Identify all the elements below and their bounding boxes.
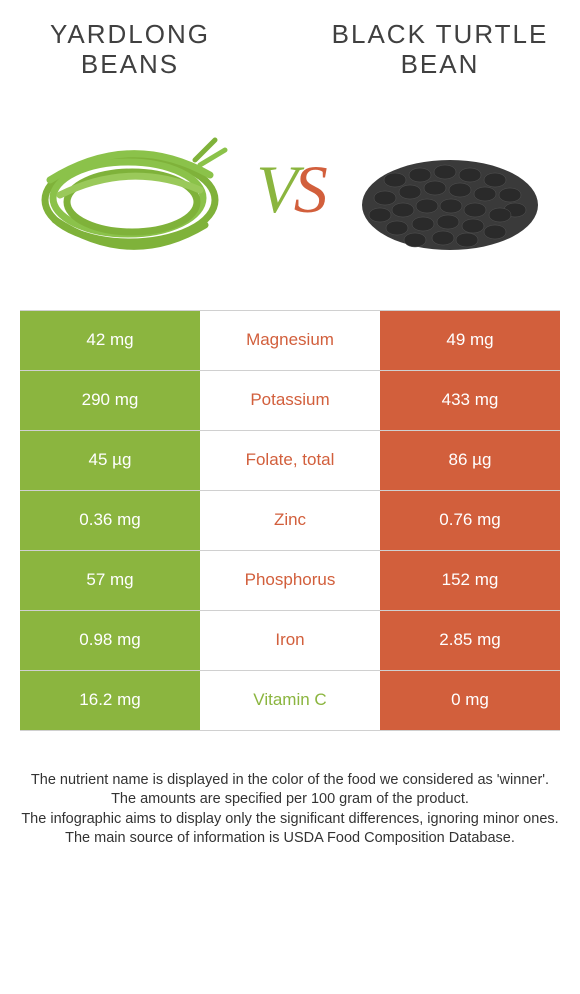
table-row: 0.36 mgZinc0.76 mg — [20, 491, 560, 551]
illustration-row: VS — [0, 90, 580, 310]
nutrient-label: Phosphorus — [200, 551, 380, 610]
nutrient-label: Potassium — [200, 371, 380, 430]
nutrient-label: Iron — [200, 611, 380, 670]
value-left: 290 mg — [20, 371, 200, 430]
value-left: 16.2 mg — [20, 671, 200, 730]
table-row: 16.2 mgVitamin C0 mg — [20, 671, 560, 731]
yardlong-beans-image — [30, 105, 230, 275]
nutrient-table: 42 mgMagnesium49 mg290 mgPotassium433 mg… — [20, 310, 560, 731]
value-right: 433 mg — [380, 371, 560, 430]
title-left: Yardlong beans — [30, 20, 230, 80]
value-right: 0.76 mg — [380, 491, 560, 550]
nutrient-label: Zinc — [200, 491, 380, 550]
value-left: 42 mg — [20, 311, 200, 370]
nutrient-label: Magnesium — [200, 311, 380, 370]
title-right: Black turtle bean — [330, 20, 550, 80]
footer-line: The amounts are specified per 100 gram o… — [20, 790, 560, 810]
value-left: 0.98 mg — [20, 611, 200, 670]
table-row: 57 mgPhosphorus152 mg — [20, 551, 560, 611]
value-right: 0 mg — [380, 671, 560, 730]
vs-v: V — [256, 151, 294, 227]
footer-line: The infographic aims to display only the… — [20, 810, 560, 830]
footer-notes: The nutrient name is displayed in the co… — [0, 731, 580, 849]
vs-label: VS — [256, 150, 324, 229]
value-right: 152 mg — [380, 551, 560, 610]
nutrient-label: Folate, total — [200, 431, 380, 490]
value-left: 0.36 mg — [20, 491, 200, 550]
table-row: 0.98 mgIron2.85 mg — [20, 611, 560, 671]
table-row: 45 µgFolate, total86 µg — [20, 431, 560, 491]
black-turtle-bean-image — [350, 105, 550, 275]
value-left: 45 µg — [20, 431, 200, 490]
table-row: 290 mgPotassium433 mg — [20, 371, 560, 431]
value-right: 2.85 mg — [380, 611, 560, 670]
value-right: 86 µg — [380, 431, 560, 490]
value-right: 49 mg — [380, 311, 560, 370]
table-row: 42 mgMagnesium49 mg — [20, 311, 560, 371]
nutrient-label: Vitamin C — [200, 671, 380, 730]
vs-s: S — [294, 151, 324, 227]
footer-line: The nutrient name is displayed in the co… — [20, 771, 560, 791]
footer-line: The main source of information is USDA F… — [20, 829, 560, 849]
value-left: 57 mg — [20, 551, 200, 610]
